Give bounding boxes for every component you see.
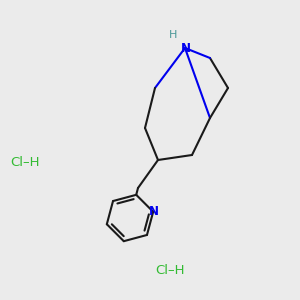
Text: N: N [149, 205, 159, 218]
Text: H: H [169, 30, 177, 40]
Text: N: N [181, 43, 191, 56]
Text: Cl–H: Cl–H [10, 155, 40, 169]
Text: Cl–H: Cl–H [155, 263, 184, 277]
